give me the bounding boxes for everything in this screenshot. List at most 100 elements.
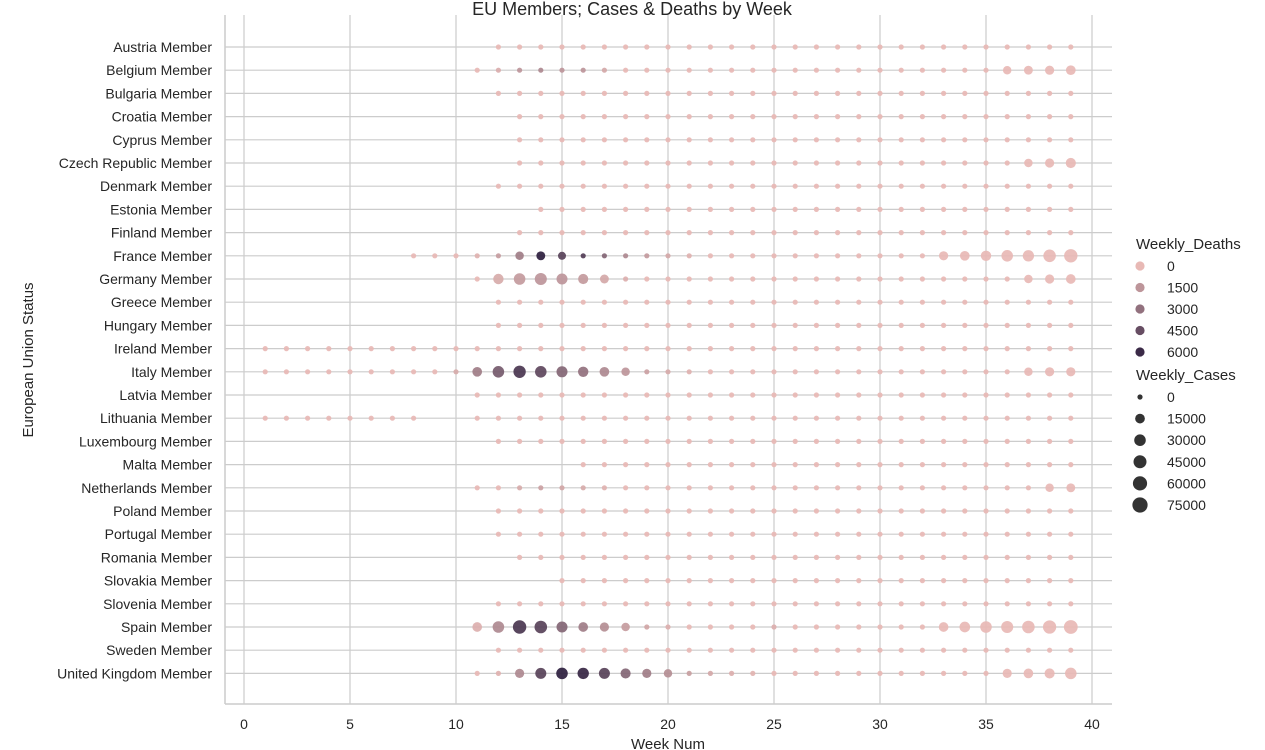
data-point <box>856 392 862 398</box>
data-point <box>729 299 735 305</box>
data-point <box>559 183 565 189</box>
x-tick-label: 30 <box>872 716 888 732</box>
data-point <box>1004 531 1010 537</box>
data-point <box>835 206 841 212</box>
data-point <box>556 667 568 680</box>
data-point <box>898 554 904 561</box>
data-point <box>1047 346 1053 352</box>
data-point <box>623 392 629 398</box>
data-point <box>877 369 883 375</box>
data-point <box>898 578 904 584</box>
data-point <box>1002 65 1012 75</box>
data-point <box>1001 250 1013 262</box>
data-point <box>835 90 841 96</box>
data-point <box>1004 415 1010 421</box>
data-point <box>623 299 629 305</box>
legend-cases-label: 60000 <box>1167 475 1206 491</box>
data-point <box>686 276 692 282</box>
data-point <box>750 508 756 514</box>
data-point <box>665 531 671 537</box>
data-point <box>729 392 735 398</box>
data-point <box>347 346 353 352</box>
data-point <box>1025 183 1031 189</box>
data-point <box>665 44 671 50</box>
data-point <box>707 624 714 630</box>
data-point <box>1047 647 1053 653</box>
data-point <box>368 369 374 375</box>
data-point <box>1004 369 1010 375</box>
data-point <box>919 415 926 421</box>
data-point <box>856 531 862 537</box>
data-point <box>559 160 565 166</box>
data-point <box>983 485 989 491</box>
data-point <box>962 137 968 143</box>
data-point <box>962 554 968 561</box>
data-point <box>644 90 650 96</box>
data-point <box>1047 90 1053 96</box>
data-point <box>750 299 756 305</box>
data-point <box>813 438 820 444</box>
data-point <box>941 392 947 398</box>
data-point <box>919 230 926 236</box>
data-point <box>580 392 586 398</box>
data-point <box>283 415 289 421</box>
data-point <box>813 554 820 561</box>
data-point <box>771 369 777 375</box>
y-tick-label: Slovakia Member <box>104 573 212 589</box>
data-point <box>707 206 714 212</box>
data-point <box>877 415 883 421</box>
data-point <box>750 554 756 561</box>
data-point <box>1047 137 1053 143</box>
data-point <box>495 531 501 537</box>
data-point <box>538 531 544 537</box>
data-point <box>389 415 395 421</box>
data-point <box>962 462 968 468</box>
data-point <box>877 531 883 537</box>
data-point <box>792 415 798 421</box>
data-point <box>686 554 692 561</box>
data-point <box>962 67 968 73</box>
data-point <box>983 392 989 398</box>
data-point <box>707 647 714 653</box>
data-point <box>941 299 947 305</box>
data-point <box>919 114 926 120</box>
data-point <box>601 601 608 607</box>
data-point <box>1025 601 1031 607</box>
data-point <box>1004 276 1010 282</box>
data-point <box>453 253 459 259</box>
data-point <box>835 322 841 328</box>
data-point <box>959 250 970 261</box>
data-point <box>856 578 862 584</box>
y-tick-label: Slovenia Member <box>103 596 212 612</box>
y-tick-labels: Austria Member Belgium Member Bulgaria Mem… <box>57 39 212 681</box>
data-point <box>517 67 523 73</box>
data-point <box>1025 531 1031 537</box>
data-point <box>835 230 841 236</box>
data-point <box>538 392 544 398</box>
data-point <box>898 508 904 514</box>
y-tick-label: Malta Member <box>123 457 213 473</box>
data-point <box>601 206 608 212</box>
data-point <box>771 578 777 584</box>
data-point <box>729 438 735 444</box>
data-point <box>771 114 777 120</box>
data-point <box>707 346 714 352</box>
data-point <box>1025 322 1031 328</box>
data-point <box>813 276 820 282</box>
data-point <box>962 647 968 653</box>
legend-cases-marker <box>1133 455 1147 469</box>
data-point <box>962 392 968 398</box>
data-point <box>941 183 947 189</box>
data-point <box>813 369 820 375</box>
data-point <box>1025 299 1031 305</box>
data-point <box>813 137 820 143</box>
data-point <box>792 601 798 607</box>
data-point <box>813 485 820 491</box>
data-point <box>644 647 650 653</box>
data-point <box>517 346 523 352</box>
data-point <box>750 346 756 352</box>
data-point <box>495 670 501 677</box>
data-point <box>729 253 735 259</box>
data-point <box>580 114 586 120</box>
data-point <box>856 299 862 305</box>
